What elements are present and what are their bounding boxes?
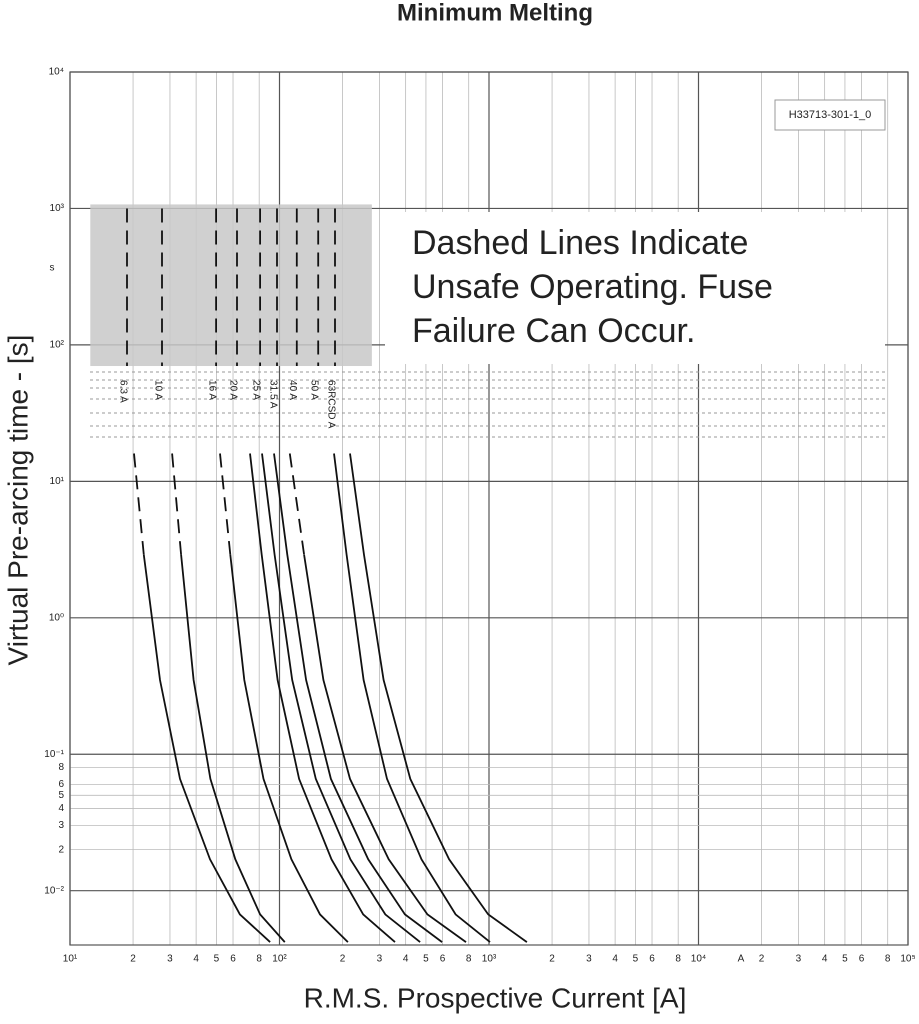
series-label: 50 A <box>309 380 320 400</box>
plot-frame <box>69 71 909 946</box>
unsafe-dotted-lines <box>90 371 885 438</box>
curve <box>333 453 491 943</box>
y-tick-label: 10⁴ <box>49 67 64 78</box>
x-tick-label: 10⁴ <box>691 954 706 965</box>
x-tick-label: 4 <box>193 954 199 965</box>
y-tick-label: 5 <box>58 790 64 801</box>
x-tick-label: 5 <box>214 954 220 965</box>
x-tick-label: 3 <box>586 954 592 965</box>
curve <box>142 554 271 943</box>
x-tick-label: 4 <box>403 954 409 965</box>
y-tick-label: 3 <box>58 820 64 831</box>
series-label: 40 A <box>287 380 298 400</box>
series-label: 31.5 A <box>267 380 278 409</box>
x-tick-label: 2 <box>549 954 555 965</box>
x-tick-label: 8 <box>675 954 681 965</box>
unsafe-region <box>90 204 372 367</box>
x-tick-label: 8 <box>466 954 472 965</box>
y-tick-label: 10⁻¹ <box>44 749 64 760</box>
reference-box <box>774 99 886 131</box>
x-tick-label: 2 <box>130 954 136 965</box>
x-tick-label: 2 <box>340 954 346 965</box>
y-tick-label: 10¹ <box>50 476 65 487</box>
series-label: 20 A <box>227 380 238 400</box>
series-label: 6.3 A <box>117 380 128 403</box>
series-label: 25 A <box>250 380 261 400</box>
x-tick-label: 6 <box>649 954 655 965</box>
y-tick-label: 4 <box>58 803 64 814</box>
x-tick-label: 6 <box>230 954 236 965</box>
y-tick-label: 10⁻² <box>44 885 64 896</box>
annotation-line: Unsafe Operating. Fuse <box>412 268 773 306</box>
x-tick-label: 6 <box>859 954 865 965</box>
y-unit: s <box>50 263 55 274</box>
x-tick-label: 3 <box>377 954 383 965</box>
x-tick-label: 2 <box>759 954 765 965</box>
x-tick-label: 10² <box>272 954 287 965</box>
x-tick-label: 8 <box>885 954 891 965</box>
annotation-line: Failure Can Occur. <box>412 312 695 350</box>
x-axis-label: R.M.S. Prospective Current [A] <box>304 982 687 1013</box>
dashed-curve <box>215 208 232 555</box>
y-tick-label: 8 <box>58 762 64 773</box>
dashed-curve <box>126 208 145 555</box>
y-axis-label: Virtual Pre-arcing time - [s] <box>2 335 33 666</box>
x-tick-label: 3 <box>796 954 802 965</box>
series-label: 10 A <box>152 380 163 400</box>
curve <box>273 453 443 943</box>
y-tick-label: 10³ <box>50 203 65 214</box>
x-tick-label: 4 <box>822 954 828 965</box>
y-tick-label: 10⁰ <box>49 612 64 623</box>
series-label: 16 A <box>206 380 217 400</box>
reference-id: H33713-301-1_0 <box>789 109 872 121</box>
curve <box>180 554 286 943</box>
chart-title: Minimum Melting <box>397 0 593 26</box>
x-tick-label: 5 <box>842 954 848 965</box>
curve <box>229 554 349 943</box>
x-tick-label: 10¹ <box>63 954 78 965</box>
x-tick-label: 3 <box>167 954 173 965</box>
x-tick-label: 5 <box>633 954 639 965</box>
y-tick-label: 10² <box>50 340 65 351</box>
dashed-curve <box>288 208 305 555</box>
grid <box>69 71 909 946</box>
annotation-box <box>385 212 885 364</box>
curve <box>349 453 528 943</box>
curve <box>303 554 467 943</box>
x-tick-label: 8 <box>256 954 262 965</box>
x-tick-label: 4 <box>612 954 618 965</box>
curve <box>249 453 396 943</box>
x-tick-label: 10⁵ <box>900 954 915 965</box>
curve <box>261 453 421 943</box>
dashed-curve <box>161 208 182 555</box>
x-unit: A <box>738 954 745 965</box>
series-label: 63RCSD A <box>325 380 336 429</box>
y-tick-label: 6 <box>58 779 64 790</box>
annotation-line: Dashed Lines Indicate <box>412 224 748 262</box>
y-tick-label: 2 <box>58 844 64 855</box>
x-tick-label: 10³ <box>482 954 497 965</box>
x-tick-label: 5 <box>423 954 429 965</box>
x-tick-label: 6 <box>440 954 446 965</box>
